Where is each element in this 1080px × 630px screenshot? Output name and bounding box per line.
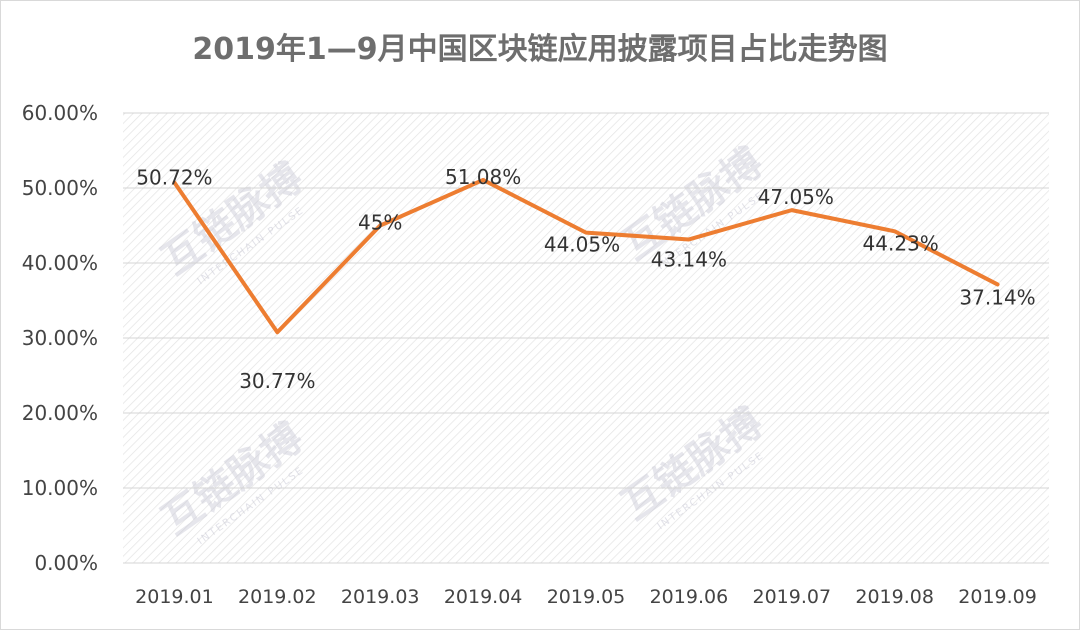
x-tick-label: 2019.07 [752,586,831,608]
x-tick-label: 2019.08 [855,586,934,608]
x-tick-label: 2019.01 [135,586,214,608]
data-label: 30.77% [239,369,315,393]
series-line [172,177,1000,335]
x-tick-label: 2019.03 [341,586,420,608]
data-label: 45% [358,211,402,235]
data-label: 50.72% [136,166,212,190]
y-tick-label: 60.00% [22,101,98,125]
x-tick-label: 2019.06 [650,586,729,608]
data-labels: 50.72% 30.77% 45% 51.08% 44.05% 43.14% 47.05% 4… [136,165,1035,393]
y-tick-label: 30.00% [22,326,98,350]
y-tick-label: 0.00% [34,551,98,575]
data-label: 43.14% [651,247,727,271]
data-label: 47.05% [758,185,834,209]
gridlines [123,112,1049,564]
data-label: 44.05% [544,233,620,257]
x-tick-label: 2019.02 [238,586,317,608]
x-tick-label: 2019.09 [958,586,1037,608]
data-label: 37.14% [959,285,1035,309]
y-tick-label: 20.00% [22,401,98,425]
data-label: 51.08% [445,165,521,189]
y-tick-label: 50.00% [22,176,98,200]
x-tick-label: 2019.05 [547,586,626,608]
data-label: 44.23% [863,231,939,255]
y-tick-label: 40.00% [22,251,98,275]
y-tick-label: 10.00% [22,476,98,500]
y-axis-ticks: 0.00% 10.00% 20.00% 30.00% 40.00% 50.00% 60.00… [22,101,98,575]
x-tick-label: 2019.04 [444,586,523,608]
chart-title: 2019年1—9月中国区块链应用披露项目占比走势图 [192,32,888,67]
x-axis-ticks: 2019.01 2019.02 2019.03 2019.04 2019.05 2019.… [135,586,1037,608]
series-layer [172,177,1000,335]
